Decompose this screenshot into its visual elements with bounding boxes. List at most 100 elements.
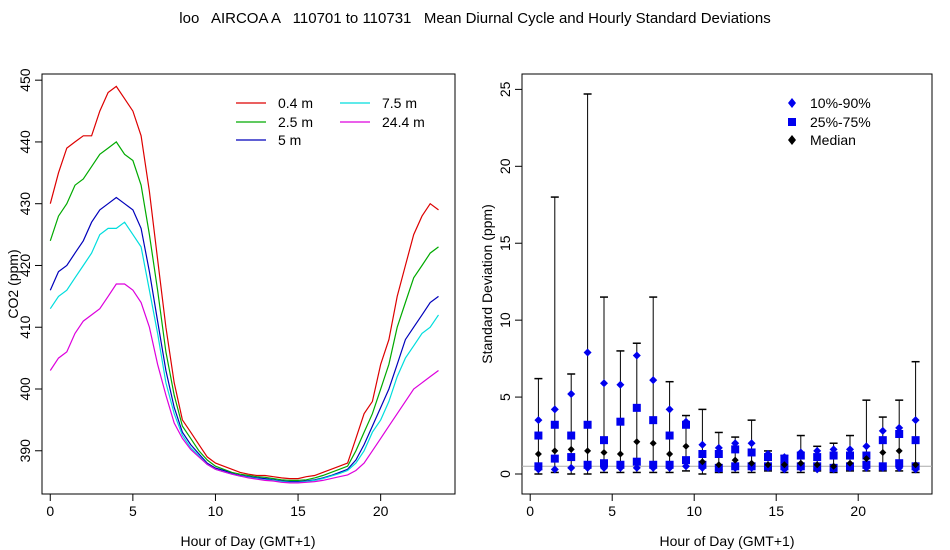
y-tick-label: 0 — [497, 470, 513, 478]
median-marker — [600, 448, 608, 456]
y-tick-label: 20 — [497, 158, 513, 174]
p25-marker — [665, 460, 674, 469]
plot-frame — [521, 73, 933, 495]
y-tick-label: 400 — [17, 377, 33, 401]
p90-marker — [550, 405, 559, 414]
p25-marker — [616, 460, 625, 469]
p25-marker — [600, 459, 608, 468]
median-marker — [731, 456, 739, 464]
legend-label: 5 m — [278, 132, 301, 148]
x-tick-label: 10 — [686, 503, 702, 519]
p10-marker — [682, 462, 690, 471]
median-marker — [764, 461, 772, 469]
legend-swatch — [788, 98, 796, 108]
line-series-group — [49, 85, 439, 484]
p10-marker — [550, 465, 559, 474]
p90-marker — [846, 445, 854, 454]
p25-marker — [682, 456, 690, 465]
y-tick-label: 430 — [17, 192, 33, 216]
median-marker — [698, 458, 706, 466]
x-tick-label: 20 — [850, 503, 866, 519]
median-marker — [748, 459, 756, 467]
p25-marker — [567, 453, 576, 462]
median-marker — [616, 450, 624, 458]
median-marker — [715, 461, 723, 469]
series-line-4 — [49, 283, 439, 484]
y-tick-label: 5 — [497, 393, 513, 401]
p75-marker — [829, 451, 838, 460]
p75-marker — [616, 417, 625, 426]
series-line-1 — [49, 141, 439, 481]
p90-marker — [665, 405, 674, 414]
legend-label: 24.4 m — [382, 114, 425, 130]
x-axis-label: Hour of Day (GMT+1) — [660, 533, 795, 549]
x-tick-label: 5 — [129, 503, 137, 519]
p75-marker — [600, 436, 608, 445]
x-tick-label: 20 — [373, 503, 389, 519]
p90-marker — [731, 439, 740, 448]
p90-marker — [878, 426, 887, 435]
median-marker — [797, 459, 805, 467]
p25-marker — [534, 462, 543, 471]
p75-marker — [649, 416, 658, 425]
legend-label: 25%-75% — [810, 114, 871, 130]
p90-marker — [747, 439, 756, 448]
y-tick-label: 15 — [497, 235, 513, 251]
legend: 10%-90% 25%-75% Median — [788, 95, 871, 148]
series-line-0 — [49, 85, 439, 480]
tick-group: 0 5 10 15 20 0 5 10 15 20 25 — [497, 81, 866, 519]
p25-marker — [862, 460, 871, 469]
p90-marker — [714, 443, 723, 452]
p75-marker — [878, 436, 887, 445]
x-tick-label: 15 — [768, 503, 784, 519]
y-axis-label: CO2 (ppm) — [5, 249, 21, 318]
median-marker — [534, 450, 542, 458]
median-marker — [567, 445, 575, 453]
p90-marker — [813, 446, 822, 455]
y-tick-label: 10 — [497, 312, 513, 328]
p75-marker — [682, 420, 690, 429]
p90-marker — [911, 416, 920, 425]
p75-marker — [780, 454, 789, 463]
series-line-3 — [49, 221, 439, 483]
x-tick-label: 0 — [46, 503, 54, 519]
x-axis-label: Hour of Day (GMT+1) — [181, 533, 316, 549]
p10-marker — [567, 463, 576, 472]
median-marker — [895, 447, 903, 455]
p90-marker — [632, 351, 641, 360]
p75-marker — [846, 451, 854, 460]
p75-marker — [665, 431, 674, 440]
median-marker — [862, 455, 870, 463]
y-tick-label: 410 — [17, 315, 33, 339]
p75-marker — [714, 450, 723, 458]
p75-marker — [698, 450, 707, 458]
median-marker — [682, 442, 690, 450]
p25-marker — [632, 457, 641, 466]
p25-marker — [649, 460, 658, 469]
p25-marker — [895, 459, 904, 468]
p75-marker — [731, 445, 740, 454]
median-marker — [780, 461, 788, 469]
page-title: loo AIRCOA A 110701 to 110731 Mean Diurn… — [179, 10, 771, 27]
x-tick-label: 15 — [290, 503, 306, 519]
p90-marker — [649, 376, 658, 385]
marker-group — [534, 93, 920, 475]
median-marker — [879, 448, 887, 456]
x-tick-label: 10 — [208, 503, 224, 519]
p90-marker — [616, 380, 625, 389]
median-marker — [649, 439, 657, 447]
p90-marker — [567, 390, 576, 398]
co2-diurnal-panel: 0 5 10 15 20 390 400 410 420 430 440 450 0.4 m 2.5 m… — [5, 68, 456, 549]
y-tick-label: 440 — [17, 130, 33, 154]
median-marker — [912, 461, 920, 469]
tick-group: 0 5 10 15 20 390 400 410 420 430 440 450 — [17, 68, 389, 519]
p25-marker — [878, 462, 887, 471]
p25-marker — [731, 462, 740, 471]
p90-marker — [534, 416, 543, 425]
y-tick-label: 390 — [17, 439, 33, 463]
median-marker — [830, 462, 838, 470]
p90-marker — [583, 348, 592, 357]
legend-label: 7.5 m — [382, 95, 417, 111]
p75-marker — [813, 453, 822, 462]
